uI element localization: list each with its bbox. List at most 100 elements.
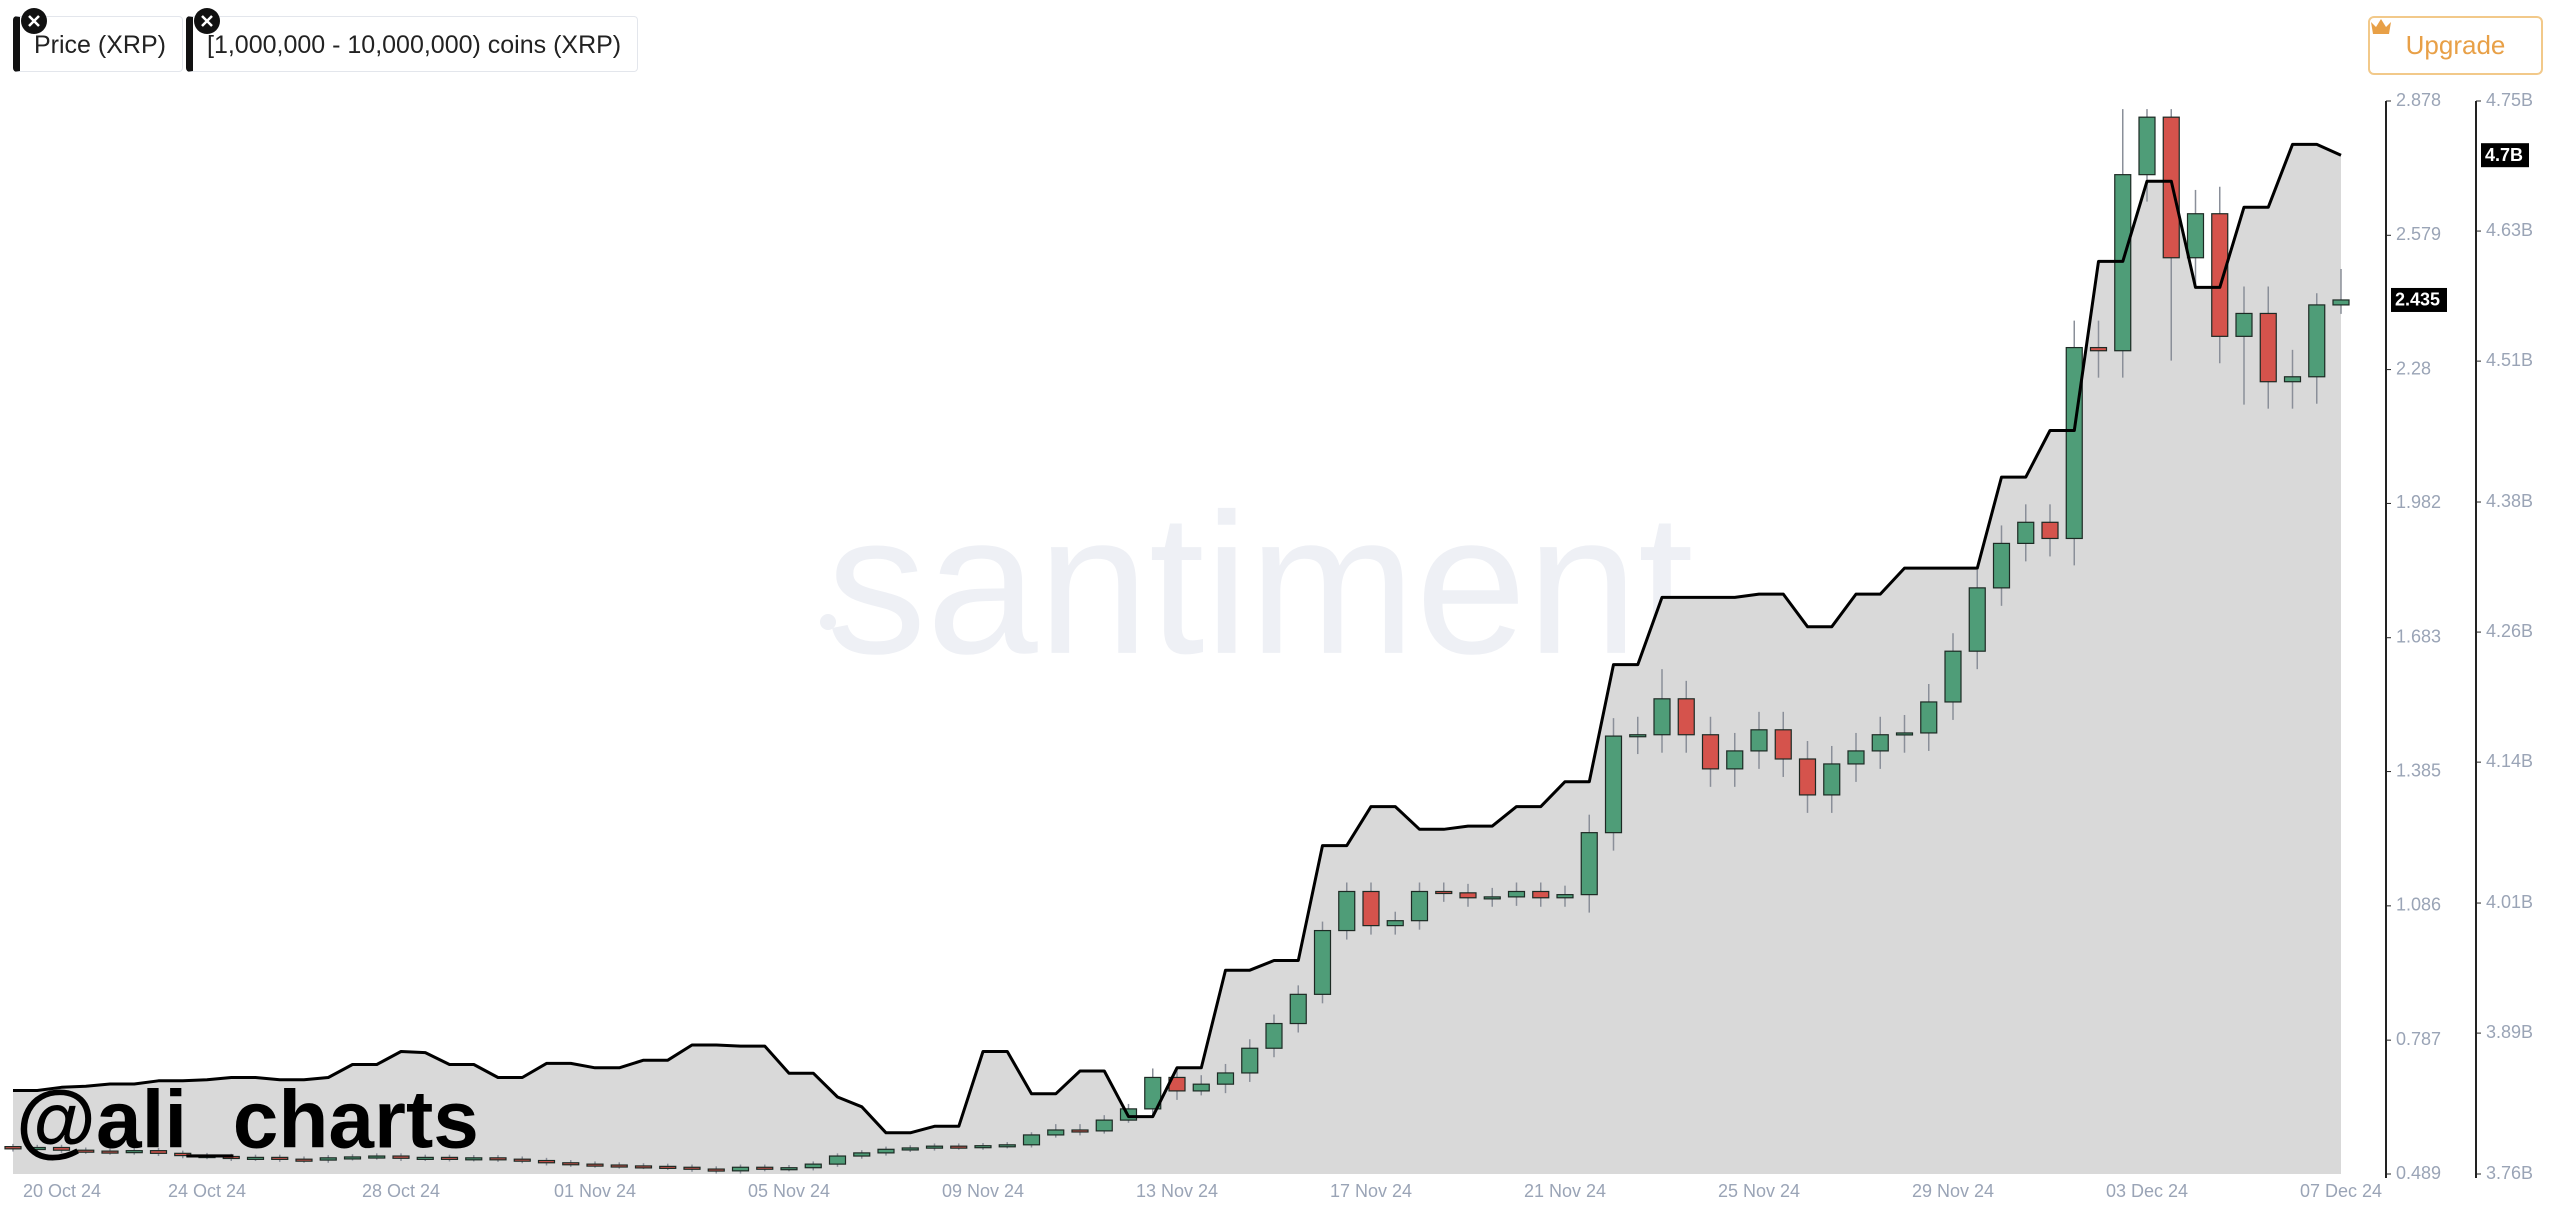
candle-body (1241, 1047, 1259, 1074)
candle-body (853, 1152, 871, 1157)
candle-body (1095, 1119, 1113, 1132)
y-tick-label: 0.787 (2396, 1029, 2441, 1049)
candle-body (1532, 890, 1550, 899)
upgrade-label: Upgrade (2405, 30, 2506, 60)
candle-body (1677, 698, 1695, 736)
x-tick-label: 13 Nov 24 (1136, 1181, 1218, 1201)
candle-body (707, 1168, 725, 1172)
candle-body (1871, 734, 1889, 752)
candle-body (1629, 734, 1647, 738)
candle-body (1968, 587, 1986, 652)
candle-body (319, 1157, 337, 1161)
candle-body (1750, 729, 1768, 752)
x-tick-label: 01 Nov 24 (554, 1181, 636, 1201)
candle-body (1410, 890, 1429, 922)
plot: 2.878 2.579 2.28 1.982 1.683 1.385 1.086 0.787 0… (4, 90, 2533, 1201)
candle-body (2332, 299, 2350, 306)
y-tick-label: 2.878 (2396, 90, 2441, 110)
candle-body (101, 1150, 119, 1154)
y-tick-label: 0.489 (2396, 1163, 2441, 1183)
candle-body (1556, 894, 1574, 899)
y-tick-label: 1.982 (2396, 492, 2441, 512)
last-value-box (2481, 143, 2529, 168)
candle-body (1944, 650, 1962, 703)
legend-chip[interactable]: [1,000,000 - 10,000,000) coins (XRP) (186, 8, 639, 72)
credit: @ali_charts (16, 1075, 479, 1166)
candle-body (610, 1164, 628, 1168)
candle-body (1604, 735, 1623, 834)
candle-body (28, 1146, 46, 1151)
y2-tick-label: 4.63B (2486, 220, 2533, 240)
last-value-label: 4.7B (2485, 145, 2523, 165)
y2-tick-label: 4.38B (2486, 491, 2533, 511)
candle-body (2041, 521, 2059, 540)
candle-body (756, 1166, 774, 1170)
candle-body (149, 1150, 168, 1154)
candle-body (2259, 312, 2277, 383)
candle-body (1798, 758, 1817, 796)
candle-body (998, 1144, 1016, 1148)
candle-body (1580, 832, 1598, 896)
candle-body (2089, 346, 2108, 352)
line (13, 142, 2342, 1135)
candle-body (1071, 1129, 1089, 1133)
candle-body (416, 1156, 434, 1160)
candle-body (125, 1150, 143, 1154)
candle-body (440, 1156, 459, 1160)
close-icon[interactable] (193, 7, 221, 35)
candle-body (1192, 1083, 1210, 1092)
candle-body (52, 1146, 71, 1151)
candle-body (1362, 890, 1380, 927)
y2-tick-label: 4.75B (2486, 90, 2533, 110)
candle-body (586, 1163, 604, 1167)
legend-chip[interactable]: Price (XRP) (13, 8, 183, 72)
candle-body (198, 1154, 216, 1159)
watermark-dot (820, 614, 836, 630)
y2-tick-label: 3.89B (2486, 1022, 2533, 1042)
candle-body (634, 1165, 653, 1169)
candle-body (368, 1155, 386, 1159)
x-tick-label: 17 Nov 24 (1330, 1181, 1412, 1201)
x-tick-label: 09 Nov 24 (942, 1181, 1024, 1201)
candle-body (1920, 701, 1938, 734)
x-tick-label: 25 Nov 24 (1718, 1181, 1800, 1201)
y2-tick-label: 4.14B (2486, 751, 2533, 771)
candle-body (877, 1148, 895, 1154)
x-tick-label: 07 Dec 24 (2300, 1181, 2382, 1201)
candle-body (465, 1157, 483, 1161)
y-tick-label: 1.683 (2396, 626, 2441, 646)
candle-body (2065, 346, 2083, 540)
candle-body (2235, 312, 2253, 337)
candle-body (222, 1155, 240, 1160)
x-tick-label: 21 Nov 24 (1524, 1181, 1606, 1201)
candle-body (1701, 734, 1720, 770)
candle-body (1313, 929, 1332, 995)
candle-body (1653, 698, 1671, 736)
candle-body (562, 1162, 580, 1166)
candle-body (1895, 732, 1914, 736)
candle-body (2138, 116, 2156, 176)
y2-tick-label: 4.51B (2486, 350, 2533, 370)
candle-body (1823, 763, 1841, 796)
candle-body (2017, 521, 2035, 545)
candle-body (4, 1146, 22, 1150)
candle-body (780, 1167, 798, 1171)
candle-body (1265, 1022, 1283, 1049)
candle-body (271, 1156, 289, 1160)
candle-body (1047, 1129, 1065, 1136)
y-tick-label: 2.28 (2396, 358, 2431, 378)
x-tick-label: 03 Dec 24 (2106, 1181, 2188, 1201)
candle-body (659, 1165, 677, 1169)
candle-body (2283, 376, 2302, 383)
candle-body (246, 1156, 265, 1160)
candle-body (950, 1145, 968, 1149)
close-icon[interactable] (20, 7, 48, 35)
y2-tick-label: 4.01B (2486, 892, 2533, 912)
candle-body (1435, 890, 1453, 895)
y2-tick-label: 3.76B (2486, 1163, 2533, 1183)
candle-body (1338, 890, 1356, 932)
candle-body (295, 1158, 313, 1162)
candle-body (683, 1166, 701, 1170)
upgrade-button[interactable]: Upgrade (2368, 16, 2543, 75)
